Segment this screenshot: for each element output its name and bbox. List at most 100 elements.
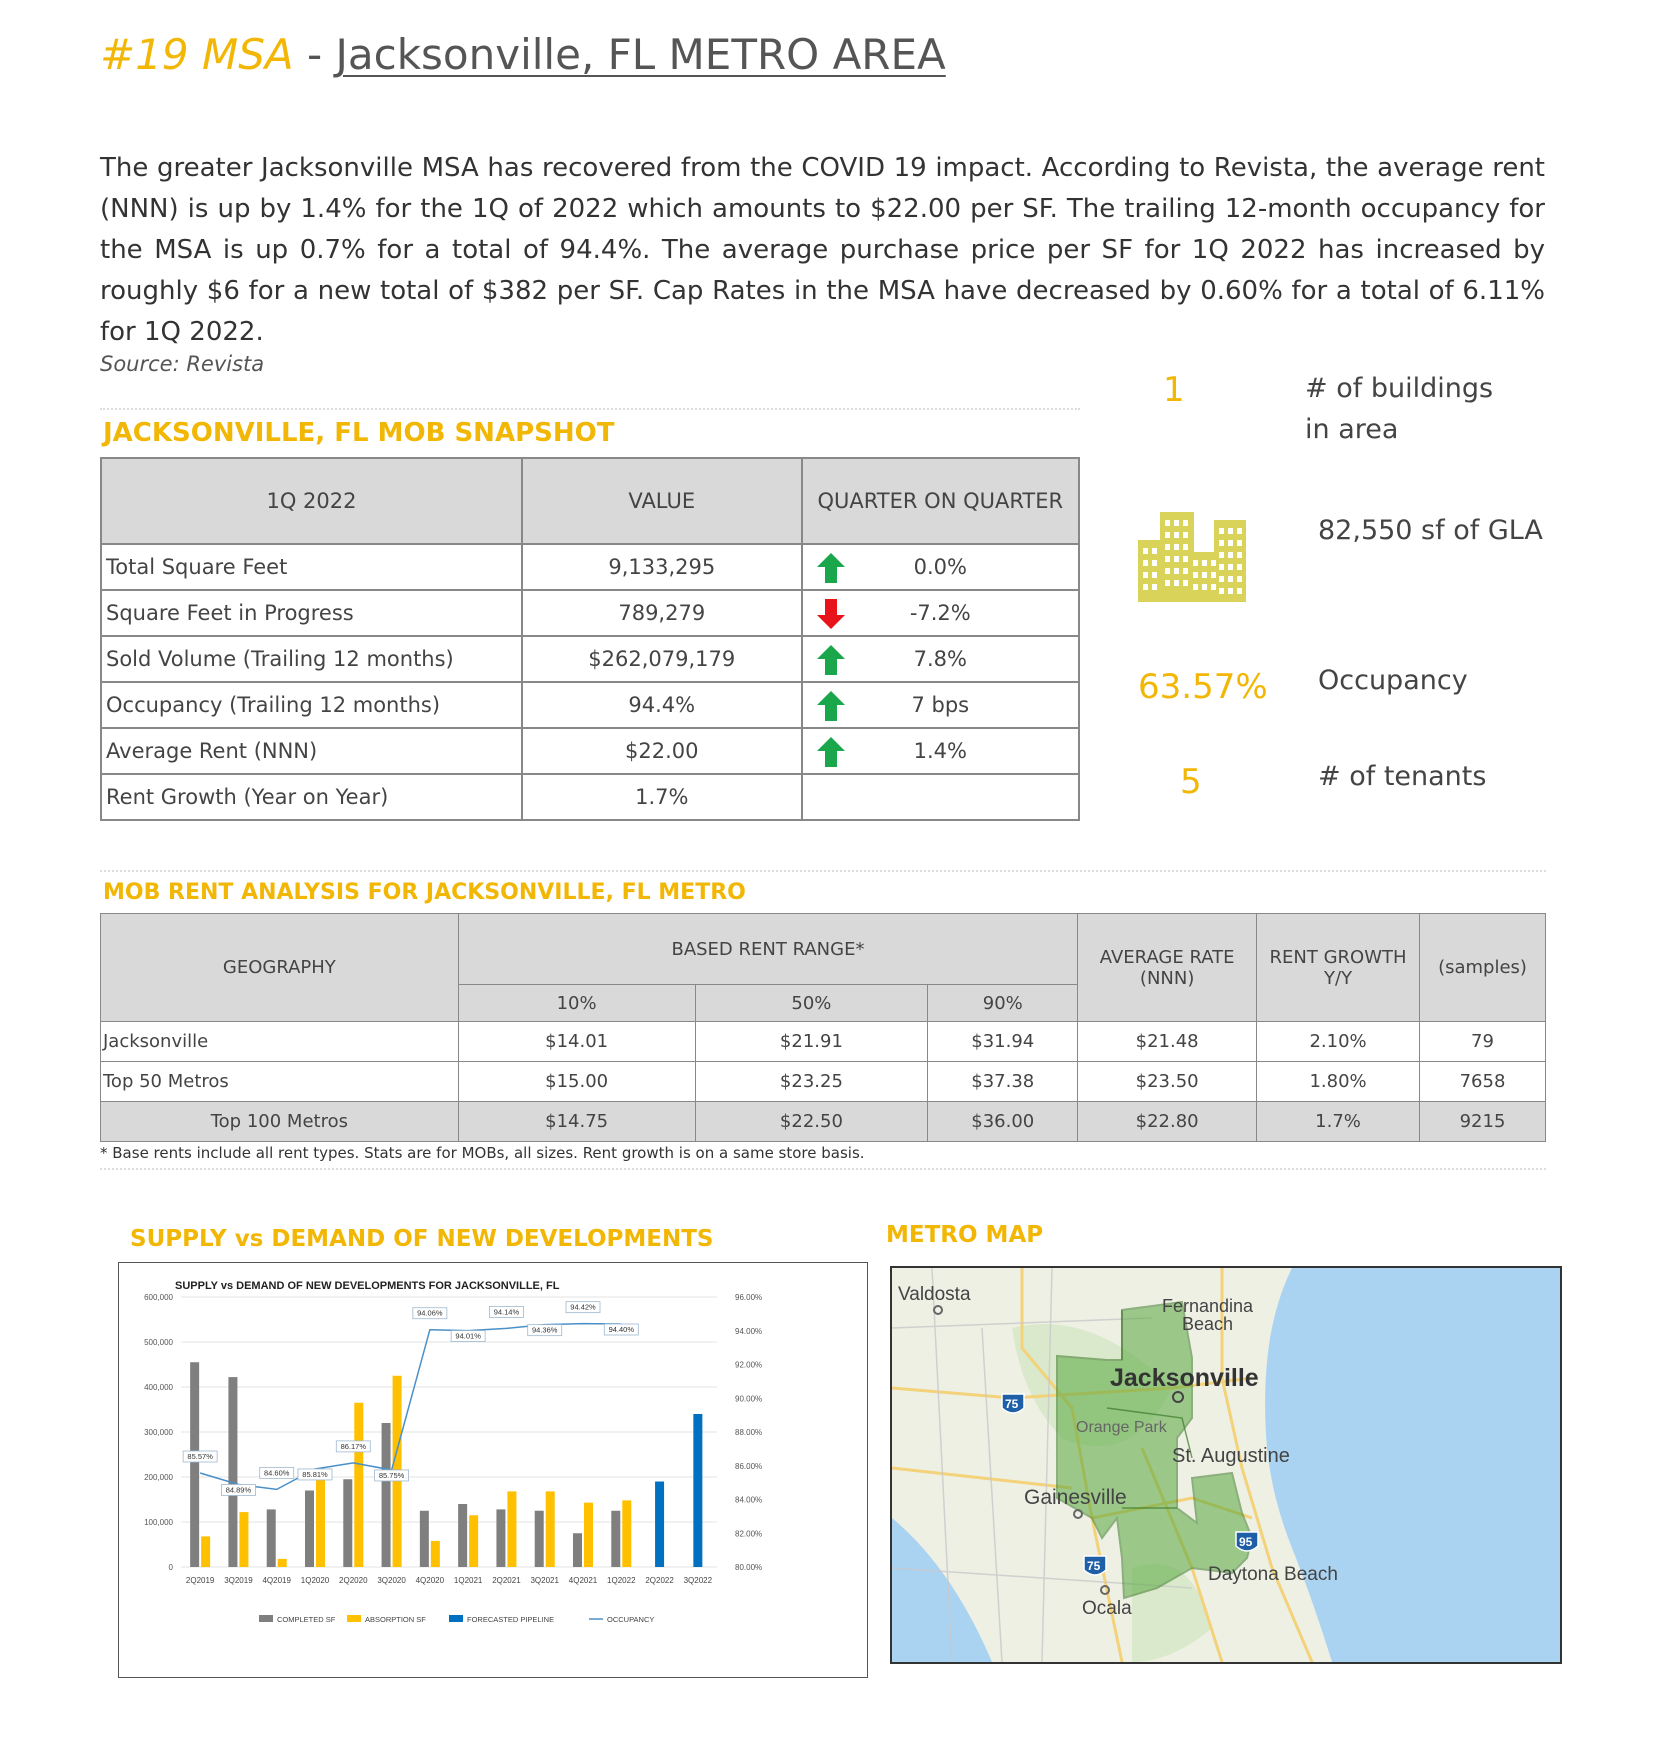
header-line: Y/Y: [1324, 967, 1353, 989]
arrow-up-icon: [816, 553, 845, 583]
snapshot-value: 789,279: [520, 589, 803, 637]
map-label-gainesville: Gainesville: [1024, 1486, 1127, 1509]
ocean: [1265, 1268, 1560, 1662]
occupancy-label-box: [259, 1466, 295, 1479]
bar-completed: [534, 1510, 544, 1567]
snapshot-header: VALUE: [520, 457, 803, 545]
snapshot-header: 1Q 2022: [100, 457, 523, 545]
snapshot-value: $262,079,179: [520, 635, 803, 683]
rent-average: $21.48: [1077, 1021, 1258, 1062]
rent-p10: $15.00: [457, 1061, 696, 1102]
intro-paragraph: The greater Jacksonville MSA has recover…: [100, 153, 1545, 347]
source-note: Source: Revista: [100, 352, 265, 376]
rent-growth-header: RENT GROWTH Y/Y: [1256, 913, 1420, 1022]
legend-swatch: [259, 1615, 273, 1622]
map-label-st-augustine: St. Augustine: [1172, 1445, 1290, 1467]
snapshot-label: Average Rent (NNN): [100, 727, 523, 775]
map-label-jacksonville: Jacksonville: [1110, 1364, 1259, 1392]
y-right-tick: 82.00%: [735, 1529, 762, 1538]
bar-completed: [266, 1509, 276, 1567]
bar-absorption: [545, 1491, 555, 1567]
occupancy-label-box: [412, 1307, 448, 1320]
snapshot-qoq: 7 bps: [800, 681, 1081, 729]
snapshot-row: Occupancy (Trailing 12 months) 94.4% 7 b…: [100, 681, 1081, 729]
occupancy-label-box: [297, 1468, 333, 1481]
occupancy-data-label: 84.89%: [226, 1485, 252, 1494]
rent-growth: 2.10%: [1256, 1021, 1420, 1062]
rent-row: Jacksonville $14.01 $21.91 $31.94 $21.48…: [100, 1021, 1546, 1062]
bar-absorption: [507, 1491, 517, 1567]
y-right-tick: 80.00%: [735, 1563, 762, 1572]
snapshot-row: Total Square Feet 9,133,295 0.0%: [100, 543, 1081, 591]
y-right-tick: 90.00%: [735, 1394, 762, 1403]
map-label-ocala: Ocala: [1082, 1598, 1132, 1619]
tenants-count: 5: [1180, 762, 1202, 802]
x-tick: 3Q2020: [377, 1576, 406, 1585]
snapshot-row: Rent Growth (Year on Year) 1.7%: [100, 773, 1081, 821]
buildings-label-line: in area: [1305, 414, 1399, 445]
snapshot-label: Rent Growth (Year on Year): [100, 773, 523, 821]
y-left-tick: 500,000: [144, 1338, 173, 1347]
x-tick: 1Q2022: [607, 1576, 636, 1585]
y-right-tick: 88.00%: [735, 1428, 762, 1437]
occupancy-label-box: [374, 1469, 409, 1482]
snapshot-table: 1Q 2022 VALUE QUARTER ON QUARTER Total S…: [100, 457, 1081, 821]
occupancy-label-box: [603, 1323, 639, 1336]
snapshot-qoq: -7.2%: [800, 589, 1081, 637]
interstate-75-shield: 75: [1083, 1555, 1107, 1576]
occupancy-label-box: [335, 1440, 371, 1453]
divider: [100, 1168, 1546, 1170]
bar-absorption: [316, 1477, 325, 1567]
bar-absorption: [622, 1500, 632, 1567]
x-tick: 1Q2021: [454, 1576, 483, 1585]
rent-growth: 1.80%: [1256, 1061, 1420, 1102]
bar-completed: [343, 1479, 353, 1567]
legend-swatch: [347, 1615, 361, 1622]
bar-completed: [573, 1533, 582, 1567]
bar-absorption: [584, 1502, 593, 1567]
snapshot-qoq-value: 7 bps: [911, 693, 970, 717]
occupancy-data-label: 94.01%: [455, 1332, 481, 1341]
x-tick: 2Q2022: [645, 1576, 674, 1585]
buildings-label-line: # of buildings: [1305, 373, 1494, 404]
bar-completed: [381, 1423, 391, 1567]
area-name: Jacksonville, FL METRO AREA: [335, 30, 946, 79]
bar-pipeline: [655, 1481, 665, 1567]
rent-geo: Top 100 Metros: [100, 1101, 459, 1142]
snapshot-label: Square Feet in Progress: [100, 589, 523, 637]
y-left-tick: 200,000: [144, 1473, 173, 1482]
rent-p50: $23.25: [694, 1061, 929, 1102]
map-label-valdosta: Valdosta: [898, 1284, 971, 1305]
snapshot-qoq-value: 0.0%: [913, 555, 967, 579]
occupancy-label-box: [565, 1301, 601, 1314]
tenants-label: # of tenants: [1318, 761, 1487, 792]
snapshot-header-row: 1Q 2022 VALUE QUARTER ON QUARTER: [100, 457, 1081, 545]
bar-completed: [190, 1362, 200, 1567]
rent-geo: Jacksonville: [100, 1021, 459, 1062]
occupancy-label: Occupancy: [1318, 665, 1468, 696]
p50-header: 50%: [694, 984, 929, 1022]
average-rate-header: AVERAGE RATE (NNN): [1077, 913, 1258, 1022]
snapshot-qoq-value: 1.4%: [913, 739, 967, 763]
divider: [100, 408, 1080, 410]
occupancy-value: 63.57%: [1138, 667, 1268, 707]
bar-absorption: [239, 1512, 249, 1567]
rent-p10: $14.01: [457, 1021, 696, 1062]
rent-analysis-table: GEOGRAPHY BASED RENT RANGE* AVERAGE RATE…: [100, 913, 1546, 1142]
map-label-orange-park: Orange Park: [1076, 1419, 1168, 1436]
arrow-up-icon: [816, 691, 845, 721]
buildings-count: 1: [1163, 370, 1185, 410]
rent-analysis-title: MOB RENT ANALYSIS FOR JACKSONVILLE, FL M…: [103, 880, 746, 905]
snapshot-row: Average Rent (NNN) $22.00 1.4%: [100, 727, 1081, 775]
snapshot-row: Sold Volume (Trailing 12 months) $262,07…: [100, 635, 1081, 683]
rent-samples: 79: [1419, 1021, 1546, 1062]
map-label-daytona: Daytona Beach: [1208, 1564, 1338, 1585]
snapshot-value: 9,133,295: [520, 543, 803, 591]
legend-label: OCCUPANCY: [607, 1615, 654, 1624]
occupancy-label-box: [450, 1330, 486, 1342]
rent-growth: 1.7%: [1256, 1101, 1420, 1142]
x-tick: 3Q2021: [530, 1576, 559, 1585]
snapshot-label: Occupancy (Trailing 12 months): [100, 681, 523, 729]
header-line: AVERAGE RATE: [1099, 946, 1235, 968]
rent-p90: $36.00: [927, 1101, 1079, 1142]
